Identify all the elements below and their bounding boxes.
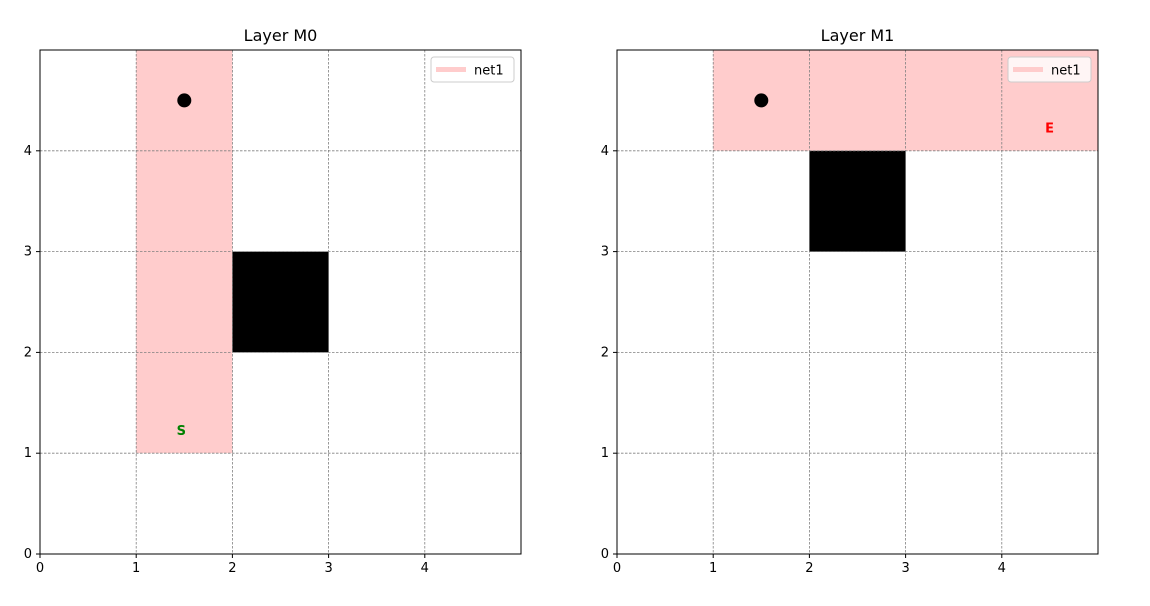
legend-label: net1 (1051, 64, 1081, 79)
y-tick-label: 4 (601, 144, 609, 159)
legend-label: net1 (474, 64, 504, 79)
y-tick-label: 1 (601, 446, 609, 461)
chart-panel-1: E 0 1 2 3 4 0 1 2 3 4 Layer M1 net1 (601, 26, 1099, 576)
x-tick-label: 4 (421, 561, 429, 576)
legend-box (1007, 56, 1092, 83)
y-tick-label: 0 (601, 547, 609, 562)
x-tick-label: 2 (805, 561, 813, 576)
y-tick-label: 3 (24, 245, 32, 260)
legend-box (430, 56, 515, 83)
x-tick-label: 4 (998, 561, 1006, 576)
plot-area: E (617, 50, 1098, 554)
chart-title: Layer M1 (821, 26, 895, 45)
x-tick-label: 3 (324, 561, 332, 576)
x-tick-label: 1 (132, 561, 140, 576)
obstacle-cell (232, 251, 329, 353)
pin-point (177, 93, 192, 108)
chart-title: Layer M0 (244, 26, 318, 45)
y-tick-label: 0 (24, 547, 32, 562)
annotation-label: S (177, 424, 186, 439)
annotation-label: E (1045, 122, 1054, 137)
y-tick-label: 3 (601, 245, 609, 260)
x-tick-label: 3 (901, 561, 909, 576)
x-tick-label: 0 (36, 561, 44, 576)
plot-area: S (40, 50, 521, 554)
x-tick-label: 0 (613, 561, 621, 576)
y-tick-label: 2 (24, 345, 32, 360)
y-tick-label: 1 (24, 446, 32, 461)
x-tick-label: 1 (709, 561, 717, 576)
axes-frame (616, 49, 1099, 555)
x-tick-label: 2 (228, 561, 236, 576)
y-tick-label: 2 (601, 345, 609, 360)
y-tick-label: 4 (24, 144, 32, 159)
obstacle-cell (809, 150, 906, 252)
chart-panel-0: S 0 1 2 3 4 0 1 2 3 4 Layer M0 net1 (24, 26, 522, 576)
axes-frame (39, 49, 522, 555)
pin-point (754, 93, 769, 108)
